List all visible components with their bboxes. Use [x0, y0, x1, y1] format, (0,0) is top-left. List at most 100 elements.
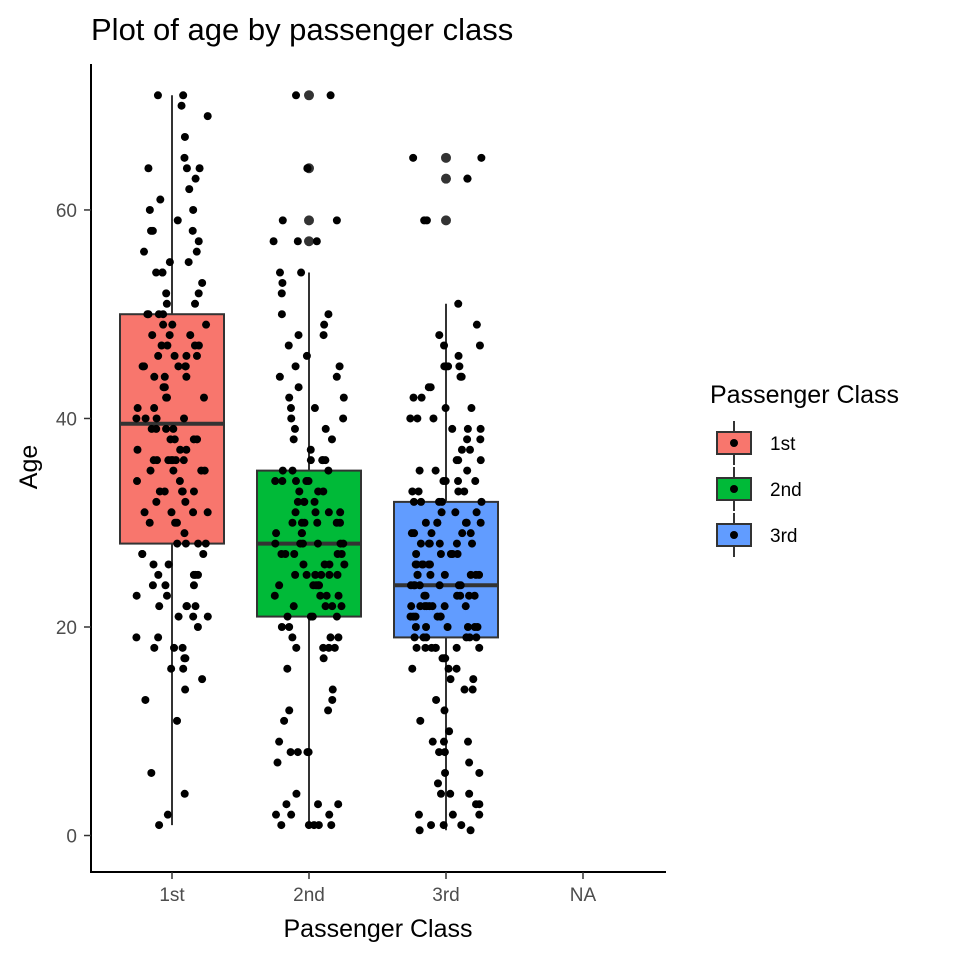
data-point — [194, 539, 203, 548]
data-point — [439, 737, 448, 746]
data-point — [278, 216, 287, 225]
data-point — [432, 695, 441, 704]
data-point — [445, 727, 454, 736]
data-point — [440, 748, 449, 757]
data-point — [466, 826, 475, 835]
data-point — [272, 529, 281, 538]
data-point — [409, 497, 418, 506]
data-point — [446, 675, 455, 684]
data-point — [457, 372, 466, 381]
data-point — [467, 404, 476, 413]
data-point — [310, 497, 319, 506]
data-point — [195, 164, 204, 173]
data-point — [454, 351, 463, 360]
y-tick-label: 60 — [56, 201, 77, 222]
data-point — [303, 164, 312, 173]
data-point — [322, 591, 331, 600]
data-point — [463, 622, 472, 631]
legend-title: Passenger Class — [710, 381, 899, 409]
data-point — [158, 268, 167, 277]
data-point — [412, 560, 421, 569]
data-point — [271, 539, 280, 548]
data-point — [189, 508, 198, 517]
data-point — [149, 456, 158, 465]
data-point — [420, 216, 429, 225]
data-point — [428, 602, 437, 611]
data-point — [180, 132, 189, 141]
data-point — [299, 560, 308, 569]
data-point — [164, 560, 173, 569]
data-point — [325, 570, 334, 579]
data-point — [294, 383, 303, 392]
data-point — [440, 602, 449, 611]
data-point — [439, 821, 448, 830]
data-point — [424, 560, 433, 569]
data-point — [155, 821, 164, 830]
data-point — [182, 372, 191, 381]
data-point — [466, 529, 475, 538]
data-point — [330, 643, 339, 652]
data-point — [167, 456, 176, 465]
data-point — [324, 466, 333, 475]
data-point — [133, 404, 142, 413]
data-point — [159, 310, 168, 319]
data-point — [412, 550, 421, 559]
data-point — [410, 633, 419, 642]
data-point — [300, 497, 309, 506]
data-point — [203, 508, 212, 517]
data-point — [133, 445, 142, 454]
data-point — [179, 91, 188, 100]
data-point — [189, 581, 198, 590]
data-point — [179, 664, 188, 673]
data-point — [328, 602, 337, 611]
data-point — [192, 247, 201, 256]
data-point — [145, 205, 154, 214]
data-point — [327, 821, 336, 830]
data-point — [289, 602, 298, 611]
data-point — [293, 237, 302, 246]
data-point — [415, 826, 424, 835]
data-point — [435, 581, 444, 590]
data-point — [289, 435, 298, 444]
data-point — [148, 581, 157, 590]
data-point — [270, 591, 279, 600]
data-point — [180, 654, 189, 663]
data-point — [311, 570, 320, 579]
data-point — [436, 550, 445, 559]
data-point — [409, 153, 418, 162]
data-point — [194, 237, 203, 246]
data-point — [453, 550, 462, 559]
data-point — [446, 550, 455, 559]
data-point — [179, 456, 188, 465]
data-point — [440, 341, 449, 350]
data-point — [328, 695, 337, 704]
data-point — [132, 591, 141, 600]
data-point — [339, 393, 348, 402]
data-point — [416, 716, 425, 725]
data-point — [173, 539, 182, 548]
data-point — [162, 591, 171, 600]
data-point — [438, 497, 447, 506]
data-point — [472, 320, 481, 329]
data-point — [138, 362, 147, 371]
y-tick-label: 20 — [56, 618, 77, 639]
data-point — [186, 331, 195, 340]
data-point — [324, 310, 333, 319]
data-point — [424, 383, 433, 392]
data-point — [302, 351, 311, 360]
data-point — [328, 685, 337, 694]
data-point — [293, 497, 302, 506]
data-point — [182, 445, 191, 454]
data-point — [475, 643, 484, 652]
data-point — [280, 716, 289, 725]
data-point — [277, 310, 286, 319]
data-point — [465, 591, 474, 600]
outlier-point — [441, 173, 451, 184]
data-point — [319, 643, 328, 652]
data-point — [170, 435, 179, 444]
data-point — [275, 268, 284, 277]
data-point — [318, 456, 327, 465]
data-point — [410, 581, 419, 590]
data-point — [422, 633, 431, 642]
